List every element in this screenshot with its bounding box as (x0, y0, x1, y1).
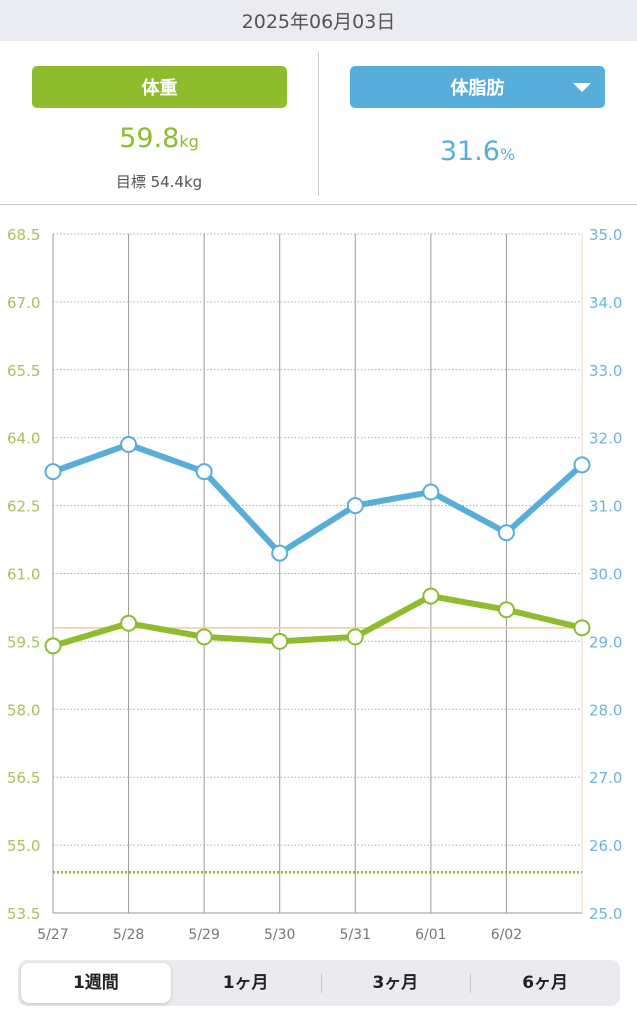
body-fat-data-point (346, 497, 364, 515)
body-fat-data-point (573, 456, 591, 474)
weight-button-label: 体重 (141, 78, 178, 99)
right-axis-tick-label: 29.0 (589, 633, 622, 651)
body-fat-data-point (422, 483, 440, 501)
left-axis-tick-label: 53.5 (7, 905, 40, 923)
tab-3-months[interactable]: 3ヶ月 (320, 963, 471, 1003)
weight-data-point (120, 614, 138, 632)
right-axis-tick-label: 32.0 (589, 430, 622, 448)
left-axis-tick-label: 65.5 (7, 362, 40, 380)
left-axis-tick-label: 62.5 (7, 498, 40, 516)
weight-data-point (497, 601, 515, 619)
divider (318, 51, 319, 196)
body-fat-series-line (51, 441, 585, 557)
right-axis-tick-label: 31.0 (589, 498, 622, 516)
x-axis-tick-label: 6/02 (491, 927, 522, 943)
weight-data-point (573, 619, 591, 637)
right-axis-tick-label: 30.0 (589, 566, 622, 584)
x-axis-tick-label: 6/01 (415, 927, 446, 943)
right-axis-tick-label: 33.0 (589, 362, 622, 380)
left-axis-tick-label: 64.0 (7, 430, 40, 448)
weight-value: 59.8kg (0, 123, 318, 154)
date-header: 2025年06月03日 (0, 0, 637, 41)
weight-bodyfat-chart: 53.5 55.0 56.5 58.0 59.5 61.0 62.5 64.0 65.5 67.0… (7, 226, 622, 943)
body-fat-data-point (195, 463, 213, 481)
tab-1-week[interactable]: 1週間 (21, 963, 171, 1003)
left-axis-tick-label: 59.5 (7, 633, 40, 651)
weight-data-point (195, 628, 213, 646)
body-fat-label: 体脂肪 (450, 78, 505, 99)
body-fat-number: 31.6 (439, 136, 500, 167)
body-fat-dropdown[interactable]: 体脂肪 (350, 66, 605, 108)
weight-unit: kg (179, 132, 199, 151)
date-label: 2025年06月03日 (241, 11, 396, 33)
weight-data-point (422, 587, 440, 605)
right-axis-tick-label: 25.0 (589, 905, 622, 923)
tab-6-months[interactable]: 6ヶ月 (470, 963, 620, 1003)
weight-series-line (52, 593, 583, 649)
left-axis-tick-label: 68.5 (7, 226, 40, 244)
body-fat-data-point (120, 435, 138, 453)
left-axis-tick-label: 56.5 (7, 769, 40, 787)
body-fat-data-point (497, 524, 515, 542)
body-fat-value: 31.6% (318, 136, 637, 167)
weight-data-point (271, 632, 289, 650)
right-axis-tick-label: 34.0 (589, 294, 622, 312)
x-axis-tick-label: 5/29 (188, 927, 219, 943)
right-axis-tick-label: 28.0 (589, 701, 622, 719)
x-axis-tick-label: 5/27 (37, 927, 68, 943)
x-axis-tick-label: 5/31 (340, 927, 371, 943)
left-axis-tick-label: 55.0 (7, 837, 40, 855)
caret-down-icon (573, 83, 591, 92)
right-axis-tick-label: 27.0 (589, 769, 622, 787)
body-fat-unit: % (499, 145, 516, 164)
weight-data-point (346, 628, 364, 646)
left-axis-tick-label: 61.0 (7, 566, 40, 584)
left-axis-tick-label: 67.0 (7, 294, 40, 312)
summary-panel: 体重 59.8kg 目標 54.4kg 体脂肪 31.6% (0, 41, 637, 205)
weight-button[interactable]: 体重 (32, 66, 287, 108)
period-segmented-control: 1週間 1ヶ月 3ヶ月 6ヶ月 (18, 960, 620, 1006)
weight-data-point (44, 637, 62, 655)
x-axis-tick-label: 5/30 (264, 927, 295, 943)
right-axis-tick-label: 26.0 (589, 837, 622, 855)
x-axis-tick-label: 5/28 (113, 927, 144, 943)
tab-1-month[interactable]: 1ヶ月 (222, 973, 269, 993)
weight-number: 59.8 (119, 123, 180, 154)
right-axis-tick-label: 35.0 (589, 226, 622, 244)
target-weight: 目標 54.4kg (115, 173, 203, 191)
left-axis-tick-label: 58.0 (7, 701, 40, 719)
body-fat-data-point (271, 544, 289, 562)
body-fat-data-point (44, 463, 62, 481)
